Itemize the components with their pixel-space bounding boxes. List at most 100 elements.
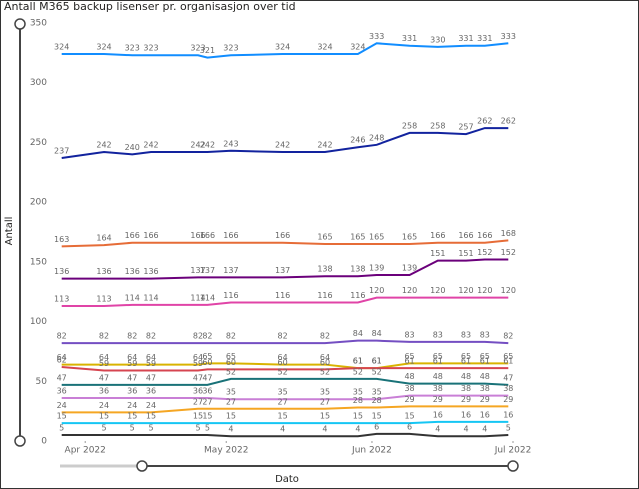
data-label: 15 xyxy=(320,412,330,421)
x-slider-handle[interactable] xyxy=(507,460,519,472)
data-label: 137 xyxy=(200,266,215,275)
data-label: 61 xyxy=(404,357,414,366)
data-label: 151 xyxy=(430,249,445,258)
data-label: 15 xyxy=(404,412,414,421)
data-label: 165 xyxy=(317,232,332,241)
data-label: 38 xyxy=(480,384,490,393)
data-label: 83 xyxy=(404,330,414,339)
data-label: 82 xyxy=(146,332,156,341)
y-slider-handle[interactable] xyxy=(14,18,26,30)
data-label: 83 xyxy=(433,330,443,339)
data-label: 113 xyxy=(54,295,69,304)
data-label: 61 xyxy=(372,357,382,366)
data-label: 65 xyxy=(433,352,443,361)
data-label: 242 xyxy=(190,140,205,149)
data-label: 82 xyxy=(127,332,137,341)
data-label: 24 xyxy=(127,401,137,410)
data-label: 64 xyxy=(57,353,67,362)
data-label: 48 xyxy=(480,372,490,381)
data-label: 323 xyxy=(190,44,205,53)
data-label: 163 xyxy=(54,235,69,244)
data-label: 83 xyxy=(461,330,471,339)
data-label: 35 xyxy=(278,388,288,397)
data-label: 27 xyxy=(226,397,236,406)
y-tick-label: 150 xyxy=(30,257,47,267)
data-label: 65 xyxy=(461,352,471,361)
data-label: 83 xyxy=(480,330,490,339)
data-label: 324 xyxy=(54,43,69,52)
data-label: 237 xyxy=(54,146,69,155)
data-label: 15 xyxy=(193,412,203,421)
x-tick-label: Apr 2022 xyxy=(65,446,106,456)
y-axis-title: Antall xyxy=(4,217,15,246)
data-label: 65 xyxy=(480,352,490,361)
data-label: 29 xyxy=(480,395,490,404)
data-label: 136 xyxy=(96,267,111,276)
data-label: 24 xyxy=(99,401,109,410)
data-label: 38 xyxy=(503,384,513,393)
data-label: 15 xyxy=(99,412,109,421)
data-label: 114 xyxy=(190,293,205,302)
data-label: 258 xyxy=(402,121,417,130)
data-label: 84 xyxy=(353,329,363,338)
data-label: 29 xyxy=(461,395,471,404)
data-label: 4 xyxy=(280,425,285,434)
data-label: 16 xyxy=(433,410,443,419)
data-label: 38 xyxy=(461,384,471,393)
data-label: 29 xyxy=(433,395,443,404)
data-label: 36 xyxy=(146,387,156,396)
data-label: 15 xyxy=(127,412,137,421)
data-label: 15 xyxy=(146,412,156,421)
x-slider-handle[interactable] xyxy=(136,460,148,472)
data-label: 24 xyxy=(146,401,156,410)
data-label: 61 xyxy=(353,357,363,366)
data-label: 331 xyxy=(477,34,492,43)
y-tick-label: 100 xyxy=(30,317,47,327)
data-label: 331 xyxy=(458,34,473,43)
data-label: 137 xyxy=(190,266,205,275)
data-label: 47 xyxy=(127,373,137,382)
data-label: 27 xyxy=(193,397,203,406)
data-label: 84 xyxy=(372,329,382,338)
data-label: 323 xyxy=(143,44,158,53)
data-label: 61 xyxy=(433,357,443,366)
data-label: 64 xyxy=(127,353,137,362)
data-label: 166 xyxy=(223,231,238,240)
data-label: 120 xyxy=(477,286,492,295)
data-label: 136 xyxy=(143,267,158,276)
data-label: 333 xyxy=(501,32,516,41)
data-label: 35 xyxy=(226,388,236,397)
data-label: 61 xyxy=(503,357,513,366)
data-label: 262 xyxy=(501,117,516,126)
data-label: 120 xyxy=(501,286,516,295)
data-label: 15 xyxy=(57,412,67,421)
data-label: 64 xyxy=(193,353,203,362)
data-label: 59 xyxy=(127,359,137,368)
data-label: 65 xyxy=(404,352,414,361)
series-line xyxy=(61,362,509,370)
data-label: 47 xyxy=(57,373,67,382)
data-label: 165 xyxy=(402,232,417,241)
data-label: 166 xyxy=(458,231,473,240)
y-slider-handle[interactable] xyxy=(14,435,26,447)
data-label: 15 xyxy=(372,412,382,421)
series-line xyxy=(61,432,509,438)
data-label: 47 xyxy=(503,373,513,382)
data-label: 4 xyxy=(355,425,360,434)
series-line xyxy=(61,420,509,425)
series-line xyxy=(61,42,509,59)
data-label: 152 xyxy=(477,248,492,257)
data-label: 48 xyxy=(461,372,471,381)
data-label: 62 xyxy=(57,355,67,364)
data-label: 114 xyxy=(143,293,158,302)
data-label: 116 xyxy=(317,291,332,300)
data-label: 82 xyxy=(202,332,212,341)
x-tick-label: May 2022 xyxy=(204,446,248,456)
data-label: 257 xyxy=(458,123,473,132)
data-label: 324 xyxy=(275,43,290,52)
data-label: 5 xyxy=(506,424,511,433)
data-label: 5 xyxy=(205,424,210,433)
data-label: 27 xyxy=(278,397,288,406)
x-axis-title: Dato xyxy=(275,474,299,485)
data-label: 333 xyxy=(369,32,384,41)
